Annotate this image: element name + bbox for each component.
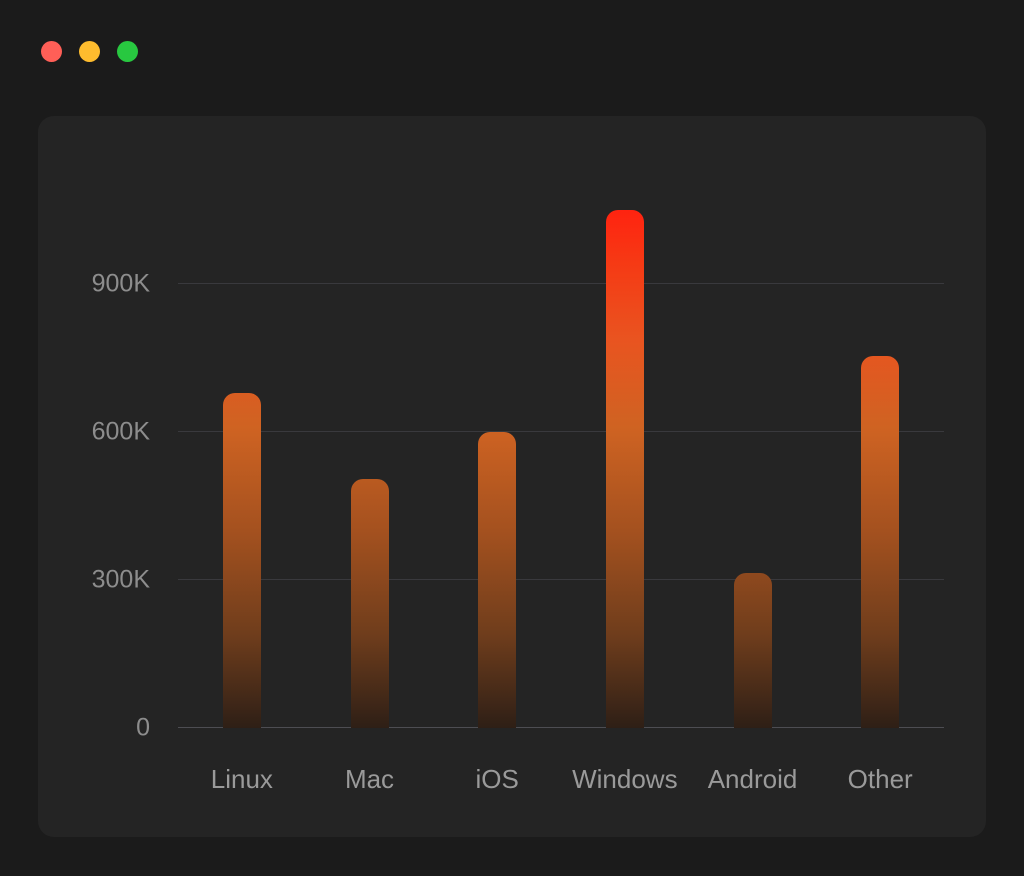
bar-slot-other [816,116,944,728]
x-category-label-mac: Mac [344,764,395,794]
gridline [178,579,944,580]
y-tick-label: 0 [136,713,150,742]
y-tick-label: 900K [91,269,150,298]
minimize-button[interactable] [79,41,100,62]
zoom-button[interactable] [117,41,138,62]
y-tick-label: 600K [91,417,150,446]
y-tick-label: 300K [91,565,150,594]
chart-card: 0 300K 600K 900K Linux Mac iOS Windows Android O… [38,116,986,837]
bar-windows [605,210,644,728]
x-axis-line [178,727,944,728]
bar-slot-mac [306,116,434,728]
window-controls [41,41,138,62]
x-category-label-ios: iOS [475,764,519,794]
bar-other [861,356,900,728]
plot-area: 0 300K 600K 900K [92,116,944,740]
x-category-label-windows: Windows [572,764,678,794]
gridline [178,283,944,284]
bar-slot-android [689,116,817,728]
bar-ios [478,432,517,728]
gridline [178,431,944,432]
close-button[interactable] [41,41,62,62]
x-category-label-android: Android [707,764,798,794]
x-category-label-other: Other [847,764,913,794]
bar-slot-ios [433,116,561,728]
bar-android [733,573,772,728]
bar-slot-linux [178,116,306,728]
bar-series [178,116,944,728]
bar-mac [350,479,389,728]
x-axis-labels: Linux Mac iOS Windows Android Other [178,764,944,794]
x-category-label-linux: Linux [210,764,273,794]
bar-slot-windows [561,116,689,728]
bar-linux [222,393,261,728]
